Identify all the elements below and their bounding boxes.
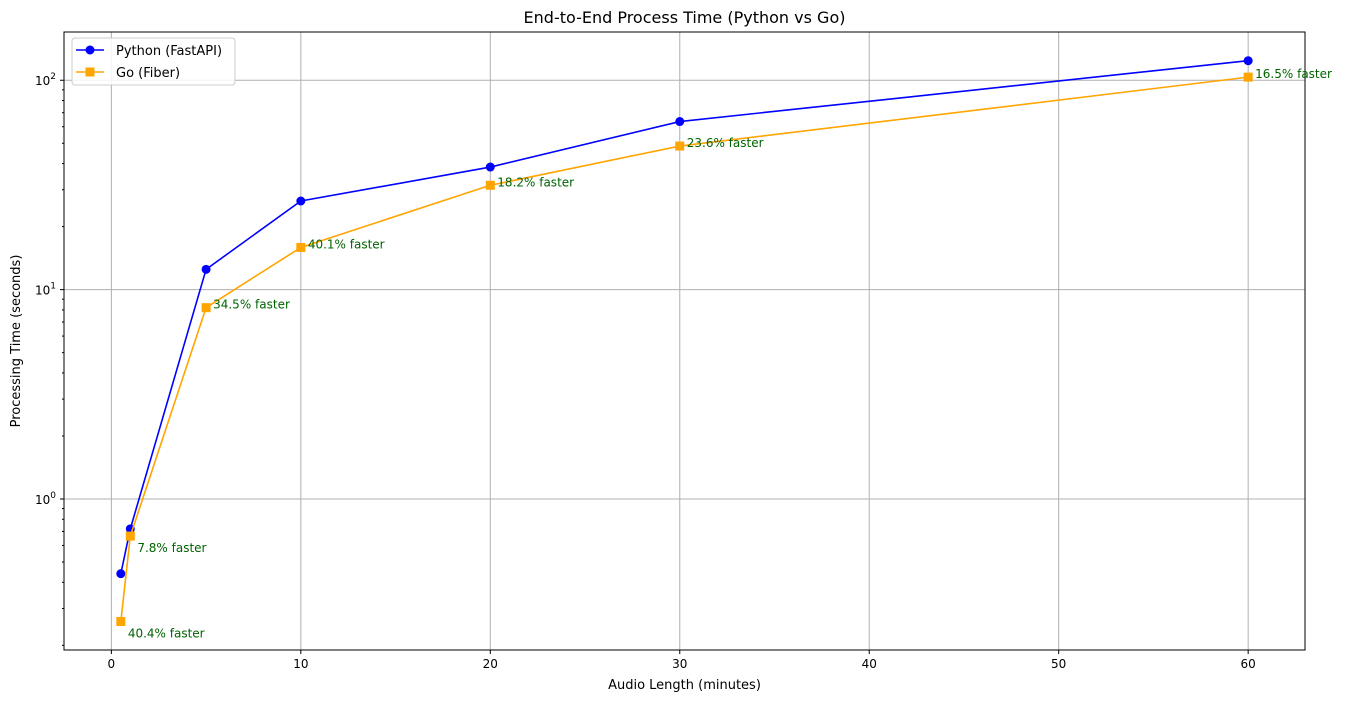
y-axis-label: Processing Time (seconds)	[9, 255, 24, 428]
annotation-label: 23.6% faster	[687, 136, 764, 150]
x-tick-label: 30	[672, 657, 687, 671]
annotation-label: 16.5% faster	[1255, 67, 1332, 81]
data-point	[116, 616, 126, 626]
data-point	[1243, 56, 1253, 66]
annotation-label: 34.5% faster	[213, 298, 290, 312]
annotation-label: 18.2% faster	[497, 175, 574, 189]
y-tick-exponent: 2	[50, 72, 56, 82]
annotation-label: 7.8% faster	[137, 541, 206, 555]
x-tick-label: 40	[862, 657, 877, 671]
x-tick-label: 20	[483, 657, 498, 671]
plot-frame	[63, 31, 1306, 651]
legend-label: Go (Fiber)	[116, 66, 180, 81]
y-tick-label: 100	[35, 491, 56, 507]
data-point	[1243, 72, 1253, 82]
legend-marker	[85, 45, 95, 55]
data-point	[296, 242, 306, 252]
data-point	[675, 117, 685, 127]
series-line-1	[120, 76, 1249, 622]
legend: Python (FastAPI) Go (Fiber)	[71, 37, 236, 86]
data-point	[201, 303, 211, 313]
data-point	[485, 162, 495, 172]
series-line-0	[120, 59, 1249, 574]
data-point	[675, 141, 685, 151]
legend-marker	[85, 67, 95, 77]
data-point	[201, 264, 211, 274]
legend-box	[71, 37, 236, 86]
x-tick-label: 60	[1241, 657, 1256, 671]
data-point	[125, 531, 135, 541]
x-axis-label: Audio Length (minutes)	[608, 678, 761, 693]
annotation-label: 40.1% faster	[308, 237, 385, 251]
legend-label: Python (FastAPI)	[116, 44, 222, 59]
y-tick-exponent: 0	[50, 491, 56, 501]
x-tick-label: 0	[108, 657, 116, 671]
y-tick-exponent: 1	[50, 282, 56, 292]
series	[116, 56, 1253, 626]
x-tick-label: 10	[293, 657, 308, 671]
data-point	[116, 569, 126, 579]
annotations: 40.4% faster 7.8% faster 34.5% faster 40.1%…	[128, 67, 1332, 640]
grid	[64, 32, 1305, 650]
chart-title: End-to-End Process Time (Python vs Go)	[524, 8, 846, 27]
x-tick-label: 50	[1051, 657, 1066, 671]
data-point	[296, 196, 306, 206]
data-point	[485, 180, 495, 190]
annotation-label: 40.4% faster	[128, 626, 205, 640]
y-tick-label: 102	[35, 72, 56, 88]
y-tick-label: 101	[35, 282, 56, 298]
